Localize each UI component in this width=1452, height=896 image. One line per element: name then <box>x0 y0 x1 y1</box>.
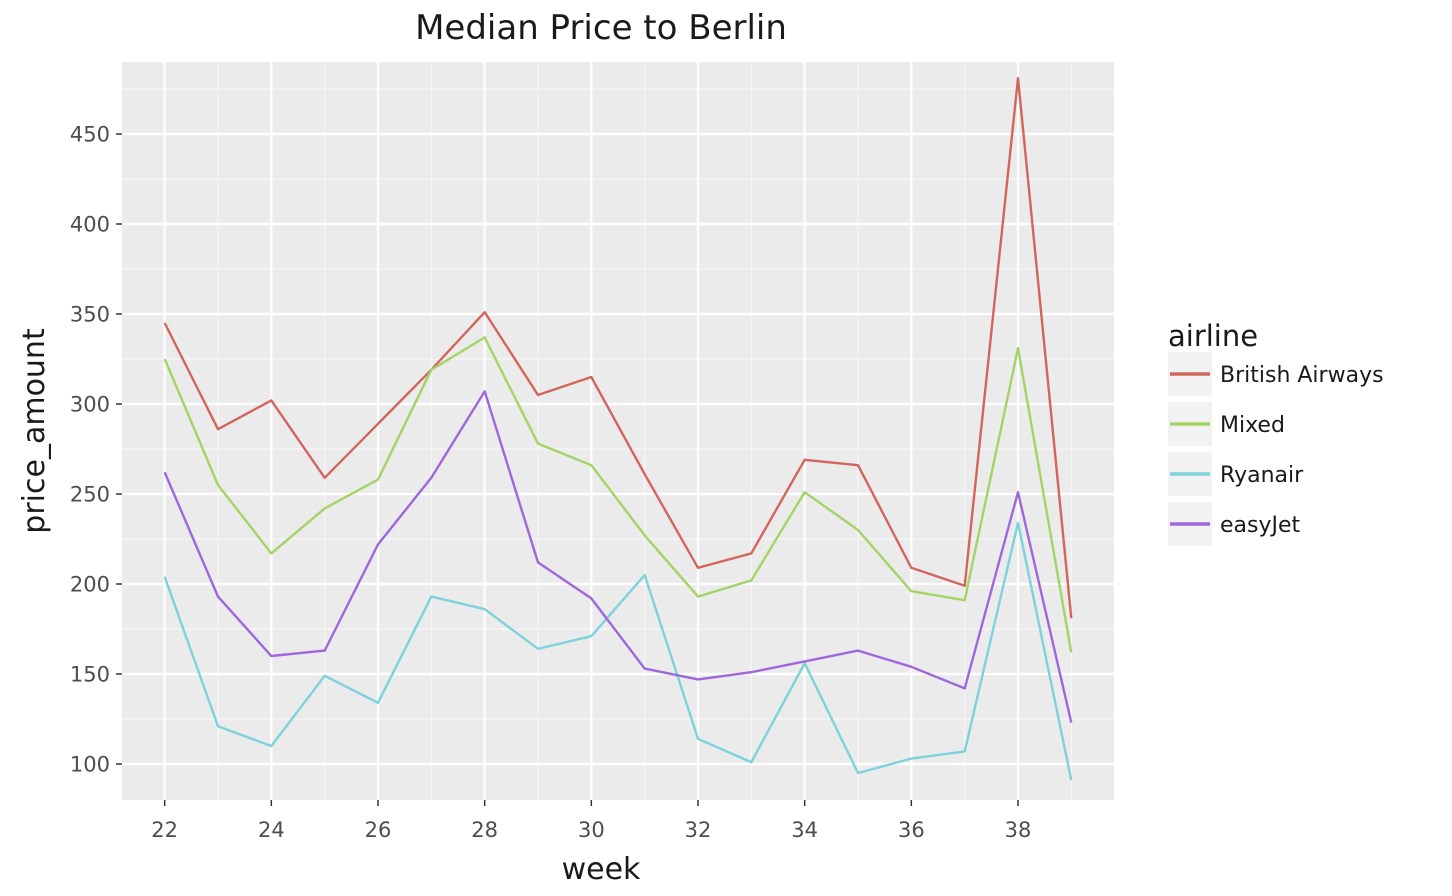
y-tick-label: 100 <box>70 753 110 777</box>
y-tick-label: 150 <box>70 663 110 687</box>
series-line-mixed <box>163 336 1073 653</box>
legend-label: Ryanair <box>1220 463 1304 488</box>
y-tick-label: 450 <box>70 123 110 147</box>
y-tick-label: 350 <box>70 303 110 327</box>
series-line-easyjet <box>163 390 1073 723</box>
y-axis-title: price_amount <box>17 328 52 534</box>
legend-label: easyJet <box>1220 513 1301 538</box>
x-tick-label: 22 <box>151 818 178 842</box>
series-line-british-airways <box>163 76 1073 619</box>
x-axis: 22 24 26 28 30 32 34 36 38 <box>151 800 1031 842</box>
y-axis: 100 150 200 250 300 350 400 450 <box>70 123 122 777</box>
x-axis-title: week <box>562 852 641 887</box>
y-tick-label: 200 <box>70 573 110 597</box>
x-tick-label: 34 <box>791 818 818 842</box>
x-tick-label: 24 <box>258 818 285 842</box>
plot-panel <box>122 62 1114 800</box>
x-tick-label: 32 <box>685 818 712 842</box>
legend-label: British Airways <box>1220 363 1384 388</box>
chart-title: Median Price to Berlin <box>415 8 787 48</box>
y-tick-label: 400 <box>70 213 110 237</box>
x-tick-label: 26 <box>365 818 392 842</box>
x-tick-label: 30 <box>578 818 605 842</box>
y-tick-label: 250 <box>70 483 110 507</box>
series-line-ryanair <box>163 521 1073 781</box>
legend: airline British Airways Mixed Ryanair easyJ… <box>1168 319 1384 546</box>
major-gridlines <box>122 62 1114 800</box>
legend-label: Mixed <box>1220 413 1285 438</box>
x-tick-label: 38 <box>1005 818 1032 842</box>
x-tick-label: 28 <box>471 818 498 842</box>
x-tick-label: 36 <box>898 818 925 842</box>
series-lines <box>163 76 1073 781</box>
minor-gridlines <box>122 62 1114 800</box>
y-tick-label: 300 <box>70 393 110 417</box>
legend-title: airline <box>1168 319 1258 353</box>
